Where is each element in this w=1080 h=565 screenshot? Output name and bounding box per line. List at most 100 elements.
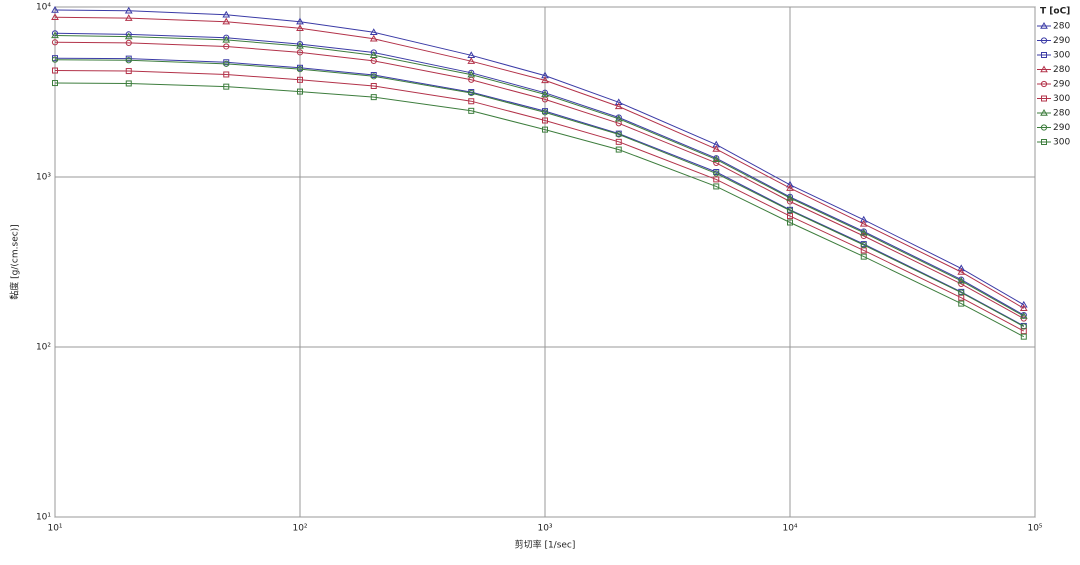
data-point xyxy=(125,39,132,46)
series-line xyxy=(54,16,1025,309)
series-line xyxy=(54,9,1025,306)
data-point xyxy=(713,176,720,183)
x-tick-label: 10⁴ xyxy=(782,524,797,534)
data-point xyxy=(615,146,622,153)
data-point xyxy=(712,155,721,163)
y-tick-label: 10⁴ xyxy=(36,3,51,13)
x-axis-label: 剪切率 [1/sec] xyxy=(515,539,576,551)
data-point xyxy=(467,57,476,64)
data-point xyxy=(370,73,377,80)
data-point xyxy=(542,117,548,124)
data-point xyxy=(124,14,133,21)
data-point xyxy=(124,32,133,40)
data-point xyxy=(370,94,377,101)
data-point xyxy=(369,28,378,35)
data-point xyxy=(370,57,377,64)
data-point xyxy=(1019,300,1028,308)
data-point xyxy=(125,57,132,64)
data-point xyxy=(369,34,378,42)
data-point xyxy=(713,159,720,167)
data-point xyxy=(296,41,304,49)
y-axis-label: 黏度 [g/(cm.sec)] xyxy=(9,224,21,299)
x-tick-label: 10⁵ xyxy=(1027,524,1042,534)
legend-marker xyxy=(1040,124,1048,131)
data-point xyxy=(297,88,303,95)
data-point xyxy=(296,17,304,25)
data-point xyxy=(52,80,58,87)
y-tick-label: 10² xyxy=(36,343,51,353)
legend-label: 280 xyxy=(1053,22,1070,32)
data-point xyxy=(787,219,793,226)
data-point xyxy=(957,268,966,275)
data-point xyxy=(614,98,623,106)
data-point xyxy=(51,6,59,13)
data-point xyxy=(370,83,377,89)
series-line xyxy=(54,59,1025,327)
series-line xyxy=(54,35,1025,317)
data-point xyxy=(712,145,721,152)
data-point xyxy=(957,264,966,272)
data-point xyxy=(786,194,794,201)
data-point xyxy=(786,184,794,191)
legend-label: 290 xyxy=(1053,36,1070,46)
data-point xyxy=(614,102,623,110)
legend-label: 300 xyxy=(1053,138,1070,148)
data-point xyxy=(51,56,59,63)
data-point xyxy=(541,76,549,84)
data-point xyxy=(223,83,230,90)
data-point xyxy=(124,6,133,14)
data-point xyxy=(223,71,230,78)
legend-marker xyxy=(1040,65,1048,73)
legend-label: 300 xyxy=(1053,94,1070,104)
series-line xyxy=(54,57,1025,327)
data-point xyxy=(468,98,475,105)
series-line xyxy=(54,41,1025,320)
data-point xyxy=(1019,312,1028,319)
legend-label: 290 xyxy=(1053,80,1070,90)
data-point xyxy=(713,183,720,190)
legend-marker xyxy=(1040,108,1048,116)
x-tick-label: 10³ xyxy=(537,524,552,534)
legend-marker xyxy=(1040,21,1048,29)
data-point xyxy=(860,241,867,249)
legend-marker xyxy=(1041,52,1047,58)
data-point xyxy=(859,215,868,223)
legend-title: T [oC] xyxy=(1040,7,1070,17)
y-tick-label: 10¹ xyxy=(36,513,51,523)
data-point xyxy=(615,138,622,145)
data-point xyxy=(51,31,59,39)
legend-marker xyxy=(1041,95,1047,102)
data-point xyxy=(614,114,623,122)
data-point xyxy=(222,10,231,18)
data-point xyxy=(542,126,548,133)
data-point xyxy=(541,90,549,98)
data-point xyxy=(958,289,965,296)
series-line xyxy=(54,70,1025,332)
legend-label: 280 xyxy=(1053,109,1070,119)
data-point xyxy=(52,67,58,74)
data-point xyxy=(1019,304,1028,311)
y-tick-label: 10³ xyxy=(36,173,51,183)
data-point xyxy=(296,41,304,48)
x-tick-label: 10² xyxy=(292,524,307,534)
data-point xyxy=(222,17,231,25)
data-point xyxy=(51,13,59,20)
legend-label: 280 xyxy=(1053,65,1070,75)
data-point xyxy=(1020,323,1027,330)
data-point xyxy=(125,68,132,75)
data-point xyxy=(786,180,794,188)
series-line xyxy=(54,82,1025,338)
data-point xyxy=(468,89,475,97)
data-point xyxy=(223,43,230,50)
data-point xyxy=(860,232,867,240)
data-point xyxy=(297,76,303,83)
data-point xyxy=(125,80,132,87)
data-point xyxy=(468,69,475,76)
data-point xyxy=(859,219,868,227)
legend-marker xyxy=(1040,80,1048,88)
data-point xyxy=(859,228,868,236)
data-point xyxy=(860,253,867,260)
data-point xyxy=(223,60,230,67)
legend-marker xyxy=(1041,139,1047,145)
